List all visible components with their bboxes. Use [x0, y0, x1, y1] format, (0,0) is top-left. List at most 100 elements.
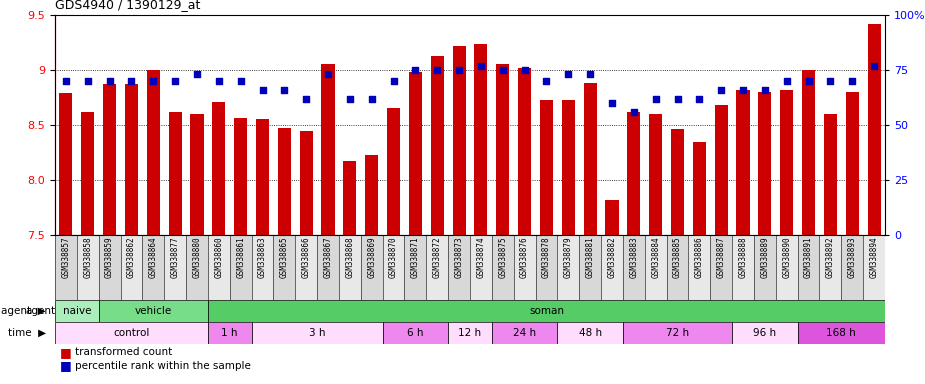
Text: GSM338891: GSM338891 — [804, 236, 813, 278]
Point — [670, 96, 684, 102]
Point — [474, 63, 488, 69]
Point — [342, 96, 357, 102]
Bar — [776, 235, 797, 300]
Bar — [797, 235, 820, 300]
Bar — [208, 235, 229, 300]
Bar — [295, 235, 317, 300]
Bar — [339, 235, 361, 300]
Bar — [754, 235, 776, 300]
Bar — [732, 235, 754, 300]
Bar — [383, 235, 404, 300]
Bar — [496, 65, 510, 235]
Text: GSM338885: GSM338885 — [673, 236, 682, 278]
Text: GSM338868: GSM338868 — [345, 236, 354, 278]
Bar — [758, 92, 771, 235]
Bar — [797, 322, 885, 344]
Bar — [671, 129, 684, 235]
Text: GSM338893: GSM338893 — [847, 236, 857, 278]
Bar — [383, 322, 448, 344]
Bar — [125, 84, 138, 235]
Point — [408, 67, 423, 73]
Point — [190, 71, 204, 78]
Text: GSM338864: GSM338864 — [149, 236, 158, 278]
Text: GSM338861: GSM338861 — [236, 236, 245, 278]
Point — [823, 78, 838, 84]
Bar — [256, 119, 269, 235]
Text: GSM338892: GSM338892 — [826, 236, 835, 278]
Bar — [426, 235, 448, 300]
Bar — [208, 322, 252, 344]
Text: soman: soman — [529, 306, 564, 316]
Bar — [863, 235, 885, 300]
Bar — [81, 112, 94, 235]
Text: 24 h: 24 h — [513, 328, 536, 338]
Point — [255, 87, 270, 93]
Bar — [165, 235, 186, 300]
Text: 72 h: 72 h — [666, 328, 689, 338]
Point — [561, 71, 575, 78]
Bar — [452, 46, 465, 235]
Bar — [627, 112, 640, 235]
Text: GSM338859: GSM338859 — [105, 236, 114, 278]
Point — [233, 78, 248, 84]
Text: GSM338874: GSM338874 — [476, 236, 486, 278]
Point — [321, 71, 336, 78]
Bar — [623, 322, 732, 344]
Bar — [322, 65, 335, 235]
Text: GSM338886: GSM338886 — [695, 236, 704, 278]
Bar — [561, 100, 574, 235]
Text: control: control — [113, 328, 150, 338]
Point — [364, 96, 379, 102]
Bar — [693, 141, 706, 235]
Point — [648, 96, 663, 102]
Point — [583, 71, 598, 78]
Bar — [404, 235, 426, 300]
Bar — [845, 92, 858, 235]
Text: 1 h: 1 h — [221, 328, 238, 338]
Bar — [55, 322, 208, 344]
Bar — [536, 235, 558, 300]
Bar — [147, 70, 160, 235]
Bar — [470, 235, 492, 300]
Point — [867, 63, 882, 69]
Bar — [55, 235, 77, 300]
Bar — [780, 90, 794, 235]
Text: time  ▶: time ▶ — [7, 328, 45, 338]
Point — [692, 96, 707, 102]
Bar — [252, 322, 383, 344]
Text: 3 h: 3 h — [309, 328, 326, 338]
Bar — [606, 200, 619, 235]
Bar — [252, 235, 274, 300]
Text: GSM338883: GSM338883 — [629, 236, 638, 278]
Bar — [387, 109, 401, 235]
Bar — [317, 235, 339, 300]
Text: GSM338879: GSM338879 — [564, 236, 573, 278]
Bar — [513, 235, 536, 300]
Point — [58, 78, 73, 84]
Text: ■: ■ — [59, 359, 71, 372]
Bar — [736, 90, 749, 235]
Point — [539, 78, 554, 84]
Point — [124, 78, 139, 84]
Text: percentile rank within the sample: percentile rank within the sample — [75, 361, 252, 371]
Text: agent  ▶: agent ▶ — [1, 306, 45, 316]
Bar — [448, 322, 492, 344]
Text: GSM338866: GSM338866 — [302, 236, 311, 278]
Point — [102, 78, 117, 84]
Text: GSM338871: GSM338871 — [411, 236, 420, 278]
Bar — [492, 322, 558, 344]
Bar — [558, 322, 623, 344]
Bar — [365, 155, 378, 235]
Point — [801, 78, 816, 84]
Bar — [99, 300, 208, 322]
Bar — [540, 100, 553, 235]
Bar — [59, 93, 72, 235]
Bar — [649, 114, 662, 235]
Text: GSM338863: GSM338863 — [258, 236, 267, 278]
Point — [277, 87, 291, 93]
Text: GSM338888: GSM338888 — [738, 236, 747, 278]
Bar — [208, 300, 885, 322]
Bar — [584, 83, 597, 235]
Point — [758, 87, 772, 93]
Bar — [710, 235, 732, 300]
